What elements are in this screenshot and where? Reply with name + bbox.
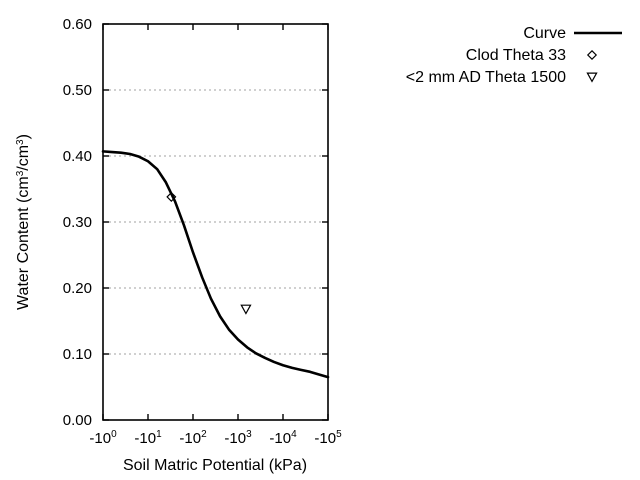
y-tick-label: 0.60 — [63, 16, 92, 33]
y-tick-label: 0.00 — [63, 412, 92, 429]
y-tick-label: 0.10 — [63, 346, 92, 363]
data-marker-triangle-down — [240, 304, 252, 315]
x-tick-label: -100 — [89, 429, 117, 447]
y-axis-title-middle: /cm — [15, 145, 32, 171]
legend-label-0: Curve — [523, 25, 566, 42]
x-tick-label: -101 — [134, 429, 162, 447]
data-series-markers — [166, 191, 252, 315]
y-tick-label: 0.40 — [63, 148, 92, 165]
x-axis-ticks — [102, 24, 329, 420]
x-tick-label: -103 — [224, 429, 252, 447]
x-axis-tick-labels: -100 -101 -102 -103 -104 -105 — [89, 429, 342, 447]
x-axis-title: Soil Matric Potential (kPa) — [123, 457, 307, 474]
y-axis-tick-labels: 0.00 0.10 0.20 0.30 0.40 0.50 0.60 — [63, 16, 92, 429]
legend-label-1: Clod Theta 33 — [466, 47, 566, 64]
y-tick-label: 0.20 — [63, 280, 92, 297]
legend-symbol-diamond — [586, 49, 598, 61]
y-tick-label: 0.50 — [63, 82, 92, 99]
y-axis-title-suffix: ) — [15, 134, 32, 139]
data-series-curve — [101, 150, 330, 379]
legend-symbol-triangle-down — [586, 72, 598, 83]
y-axis-title: Water Content (cm3/cm3) — [15, 134, 32, 310]
grid-lines — [104, 89, 327, 355]
x-tick-label: -105 — [314, 429, 342, 447]
y-axis-title-sup2: 3 — [15, 139, 26, 145]
y-tick-label: 0.30 — [63, 214, 92, 231]
svg-text:Water Content (cm3/cm3): Water Content (cm3/cm3) — [15, 134, 32, 310]
data-marker-diamond — [166, 191, 177, 202]
y-axis-title-prefix: Water Content (cm — [15, 176, 32, 310]
x-tick-label: -104 — [269, 429, 297, 447]
legend-label-2: <2 mm AD Theta 1500 — [406, 69, 566, 86]
chart-legend: Curve Clod Theta 33 <2 mm AD Theta 1500 — [406, 25, 622, 86]
y-axis-title-sup1: 3 — [15, 170, 26, 176]
x-axis-title-text: Soil Matric Potential (kPa) — [123, 457, 307, 474]
y-axis-ticks — [103, 23, 328, 421]
x-tick-label: -102 — [179, 429, 207, 447]
